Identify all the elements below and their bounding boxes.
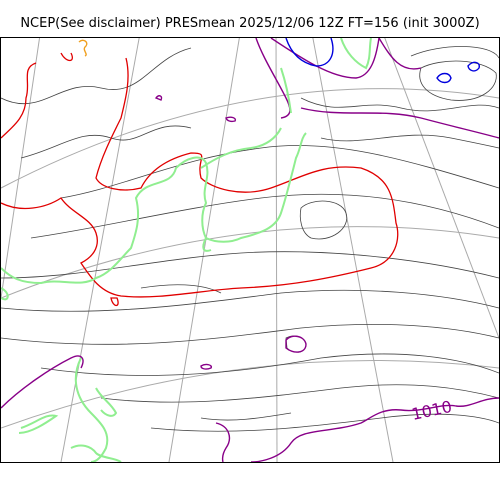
map-title: NCEP(See disclaimer) PRESmean 2025/12/06…	[20, 16, 480, 31]
pressure-map: 1010	[0, 37, 500, 463]
contour-label: 1010	[410, 397, 454, 424]
deep-low-contour	[285, 38, 480, 84]
coastline	[1, 38, 372, 462]
highlight-mark	[78, 39, 88, 57]
graticule	[1, 38, 499, 462]
ridge-contour	[1, 52, 399, 307]
low-contour	[1, 38, 499, 462]
